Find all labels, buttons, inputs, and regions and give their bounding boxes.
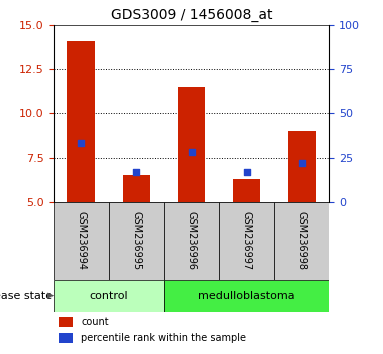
Point — [188, 149, 195, 155]
Bar — [54, 202, 109, 280]
Bar — [67, 41, 95, 202]
Bar — [59, 333, 73, 343]
Bar — [178, 87, 205, 202]
Text: GSM236995: GSM236995 — [131, 211, 141, 270]
Text: count: count — [81, 317, 109, 327]
Bar — [123, 175, 150, 202]
Bar — [288, 131, 316, 202]
Point — [78, 141, 84, 146]
Text: GSM236998: GSM236998 — [297, 211, 307, 270]
Title: GDS3009 / 1456008_at: GDS3009 / 1456008_at — [111, 8, 272, 22]
Text: control: control — [90, 291, 128, 301]
Bar — [219, 202, 274, 280]
Bar — [233, 179, 260, 202]
Text: percentile rank within the sample: percentile rank within the sample — [81, 333, 246, 343]
Bar — [164, 202, 219, 280]
Text: GSM236996: GSM236996 — [187, 211, 196, 270]
Text: disease state: disease state — [0, 291, 52, 301]
Bar — [274, 202, 329, 280]
Point — [244, 169, 250, 175]
Text: medulloblastoma: medulloblastoma — [198, 291, 295, 301]
Bar — [164, 280, 329, 312]
Text: GSM236997: GSM236997 — [242, 211, 252, 270]
Bar — [109, 202, 164, 280]
Bar — [54, 280, 164, 312]
Bar — [59, 317, 73, 327]
Text: GSM236994: GSM236994 — [76, 211, 86, 270]
Point — [299, 160, 305, 166]
Point — [133, 169, 139, 175]
